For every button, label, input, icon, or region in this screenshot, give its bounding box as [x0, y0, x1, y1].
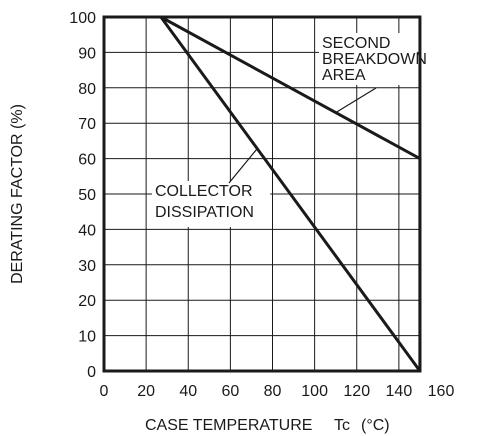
y-tick-label: 70	[78, 116, 96, 133]
x-tick-label: 20	[137, 383, 155, 400]
series-lines	[159, 15, 422, 372]
x-tick-label: 140	[386, 383, 413, 400]
annotation-leader-line	[335, 87, 377, 114]
annotation-text-line: AREA	[322, 67, 366, 84]
annotation-text-line: DISSIPATION	[155, 204, 254, 221]
x-tick-label: 100	[301, 383, 328, 400]
y-tick-labels: 0 10 20 30 40 50 60 70 80 90 100	[69, 10, 96, 381]
y-tick-label: 60	[78, 152, 96, 169]
collector-dissipation-annotation: COLLECTOR DISSIPATION	[152, 147, 271, 227]
second-breakdown-line	[160, 15, 422, 371]
y-tick-label: 50	[78, 187, 96, 204]
annotation-text-line: SECOND	[322, 35, 390, 52]
collector-dissipation-line	[159, 16, 422, 372]
x-tick-label: 40	[179, 383, 197, 400]
y-tick-label: 80	[78, 81, 96, 98]
x-tick-label: 60	[221, 383, 239, 400]
y-tick-label: 10	[78, 329, 96, 346]
x-axis-symbol: Tc	[334, 417, 350, 434]
annotation-leader-line	[228, 147, 259, 184]
annotation-text-line: COLLECTOR	[155, 183, 253, 200]
y-tick-label: 40	[78, 222, 96, 239]
annotation-background	[319, 33, 417, 85]
x-tick-labels: 0 20 40 60 80 100 120 140 160	[100, 383, 455, 400]
x-axis-title: CASE TEMPERATURE	[145, 417, 312, 434]
y-tick-label: 100	[69, 10, 96, 27]
annotation-background	[152, 181, 271, 227]
y-axis-title: DERATING FACTOR (%)	[9, 104, 26, 284]
y-tick-label: 90	[78, 45, 96, 62]
y-tick-label: 30	[78, 258, 96, 275]
x-tick-label: 160	[428, 383, 455, 400]
x-axis-unit: (°C)	[361, 417, 390, 434]
x-tick-label: 0	[100, 383, 109, 400]
x-tick-label: 80	[264, 383, 282, 400]
y-tick-label: 20	[78, 293, 96, 310]
x-tick-label: 120	[343, 383, 370, 400]
annotation-text-line: BREAKDOWN	[322, 51, 427, 68]
y-tick-label: 0	[87, 364, 96, 381]
